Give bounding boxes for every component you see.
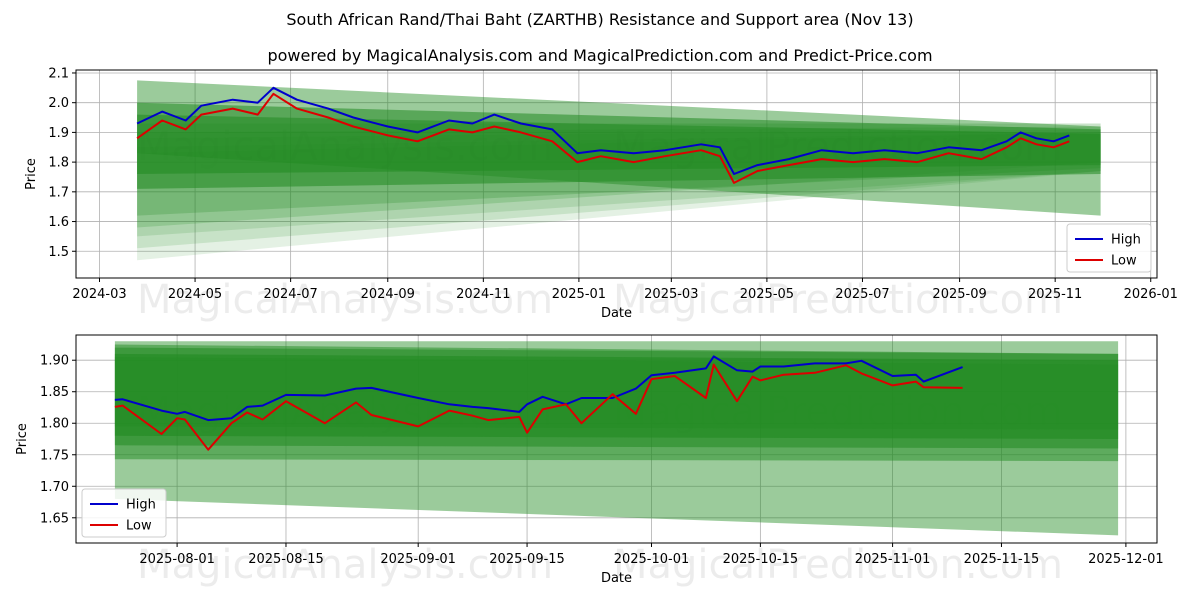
watermark-text: MagicalPrediction.com [613, 542, 1063, 588]
x-tick-label: 2025-11-15 [964, 552, 1040, 567]
plot-frame [75, 69, 1158, 279]
x-tick-label: 2025-01 [552, 287, 606, 302]
y-tick-label: 1.80 [40, 417, 69, 432]
x-tick-label: 2025-10-15 [723, 552, 799, 567]
y-tick-label: 1.70 [40, 480, 69, 495]
x-tick-label: 2025-03 [644, 287, 698, 302]
support-resistance-band [137, 114, 1101, 174]
y-tick-label: 1.75 [40, 448, 69, 463]
x-tick-label: 2025-08-01 [139, 552, 215, 567]
x-tick-label: 2024-11 [456, 287, 510, 302]
y-tick-label: 1.90 [40, 354, 69, 369]
legend-high-label: High [1111, 233, 1141, 248]
x-tick-label: 2025-05 [740, 287, 794, 302]
watermark-text: MagicalPrediction.com [613, 277, 1063, 323]
chart-2: MagicalAnalysis.com MagicalPrediction.com… [15, 334, 1164, 588]
x-tick-label: 2024-05 [168, 287, 222, 302]
x-tick-label: 2025-09 [932, 287, 986, 302]
watermark-text: MagicalAnalysis.com [137, 542, 553, 588]
x-tick-label: 2025-10-01 [614, 552, 690, 567]
y-tick-label: 1.6 [48, 215, 69, 230]
support-resistance-band [137, 132, 1101, 261]
x-tick-label: 2024-07 [263, 287, 317, 302]
support-resistance-band [137, 123, 1101, 216]
watermark-text: MagicalAnalysis.com [137, 277, 553, 323]
y-tick-label: 1.9 [48, 126, 69, 141]
x-tick-label: 2024-09 [361, 287, 415, 302]
y-tick-label: 1.65 [40, 511, 69, 526]
chart-subtitle: powered by MagicalAnalysis.com and Magic… [267, 46, 933, 65]
y-tick-label: 1.7 [48, 185, 69, 200]
y-tick-label: 1.8 [48, 156, 69, 171]
legend-box [81, 488, 167, 538]
x-tick-label: 2026-01 [1124, 287, 1178, 302]
legend-low-label: Low [126, 519, 152, 534]
legend-low-label: Low [1111, 254, 1137, 269]
y-axis-label: Price [15, 423, 30, 455]
x-axis-label: Date [601, 571, 632, 586]
x-tick-label: 2024-03 [72, 287, 126, 302]
y-axis-label: Price [24, 158, 39, 190]
x-axis-label: Date [601, 306, 632, 321]
high-price-line [114, 355, 963, 422]
legend: High Low [1066, 223, 1152, 273]
y-tick-label: 1.5 [48, 245, 69, 260]
legend: High Low [81, 488, 167, 538]
support-resistance-band [114, 357, 1119, 430]
low-price-line [136, 92, 1070, 184]
x-tick-label: 2025-09-01 [380, 552, 456, 567]
legend-box [1066, 223, 1152, 273]
y-tick-label: 1.85 [40, 385, 69, 400]
x-tick-label: 2025-07 [835, 287, 889, 302]
high-price-line [136, 86, 1070, 175]
legend-high-label: High [126, 498, 156, 513]
chart-title: South African Rand/Thai Baht (ZARTHB) Re… [286, 10, 914, 29]
plot-frame [75, 334, 1158, 544]
x-tick-label: 2025-08-15 [248, 552, 324, 567]
low-price-line [114, 363, 963, 451]
x-tick-label: 2025-11 [1028, 287, 1082, 302]
chart-1: MagicalAnalysis.com MagicalPrediction.com… [24, 66, 1178, 323]
support-resistance-band [137, 129, 1101, 237]
y-tick-label: 2.1 [48, 66, 69, 81]
x-tick-label: 2025-09-15 [489, 552, 565, 567]
x-tick-label: 2025-12-01 [1088, 552, 1164, 567]
y-tick-label: 2.0 [48, 96, 69, 111]
x-tick-label: 2025-11-01 [855, 552, 931, 567]
